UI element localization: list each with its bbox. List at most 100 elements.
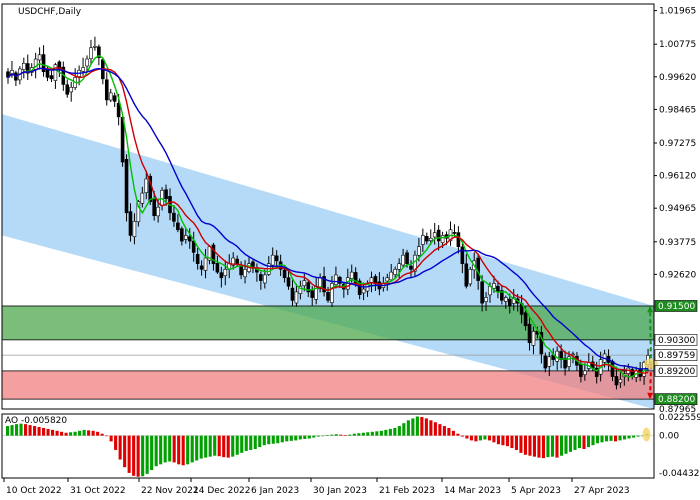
ao-bar bbox=[469, 435, 473, 441]
candle-body bbox=[144, 178, 149, 193]
ao-bar bbox=[420, 416, 424, 436]
ao-bar bbox=[636, 435, 640, 437]
ao-bar bbox=[28, 425, 32, 436]
ao-bar bbox=[591, 435, 595, 446]
level-label-3: 0.89200 bbox=[658, 367, 695, 377]
y-tick-label: 1.00775 bbox=[659, 40, 696, 50]
forecast-arrow-line-0 bbox=[649, 305, 653, 366]
ao-bar bbox=[181, 435, 185, 466]
ao-bar bbox=[186, 435, 190, 465]
ao-bar bbox=[96, 431, 100, 436]
candle-body bbox=[239, 265, 243, 276]
ao-bar bbox=[618, 435, 622, 441]
candle-body bbox=[25, 63, 30, 74]
candle-body bbox=[571, 353, 575, 356]
candle-body bbox=[511, 297, 516, 304]
ao-bar bbox=[73, 431, 77, 436]
chart-title: USDCHF,Daily bbox=[18, 7, 82, 17]
candle-body bbox=[330, 283, 334, 303]
candle-body bbox=[424, 236, 429, 242]
ao-bar bbox=[199, 435, 203, 459]
candle-body bbox=[310, 290, 315, 298]
ao-bar bbox=[559, 435, 564, 456]
ao-bar bbox=[541, 435, 546, 459]
candle-body bbox=[531, 331, 536, 346]
ao-bar bbox=[379, 430, 383, 436]
ao-bar bbox=[132, 435, 136, 476]
ao-bar bbox=[87, 430, 91, 436]
candle-body bbox=[128, 211, 133, 236]
candle-body bbox=[594, 367, 599, 377]
candle-body bbox=[251, 261, 255, 267]
forecast-arrow-head-0 bbox=[647, 305, 654, 313]
ao-bar bbox=[37, 427, 41, 436]
candle-body bbox=[263, 274, 267, 284]
candle-body bbox=[112, 95, 117, 102]
candle-body bbox=[108, 92, 113, 101]
ao-bar bbox=[60, 431, 64, 436]
candle-body bbox=[231, 257, 236, 266]
axes: 1.01965 1.00775 0.99620 0.98465 0.97275 0.961… bbox=[1, 3, 700, 496]
ao-bar bbox=[172, 435, 176, 463]
level-label-0: 0.91500 bbox=[658, 302, 695, 312]
ao-bar bbox=[478, 435, 482, 441]
candle-body bbox=[302, 280, 307, 286]
ao-bar bbox=[402, 423, 406, 436]
candle-body bbox=[428, 237, 433, 241]
ao-bar bbox=[217, 435, 221, 457]
y-tick-label: 1.01965 bbox=[659, 7, 696, 17]
candle-body bbox=[85, 58, 89, 67]
ao-bar bbox=[24, 424, 28, 436]
y-tick-label: 0.99620 bbox=[659, 73, 696, 83]
x-tick-label: 5 Apr 2023 bbox=[511, 486, 561, 496]
ao-bar bbox=[6, 426, 10, 436]
x-tick-label: 21 Feb 2023 bbox=[379, 486, 435, 496]
ao-bar bbox=[352, 433, 356, 436]
candle-body bbox=[361, 288, 366, 294]
ao-bar bbox=[267, 435, 271, 445]
candle-body bbox=[116, 102, 121, 118]
y-tick-label: 0.96120 bbox=[659, 172, 696, 182]
ao-bar bbox=[370, 431, 374, 436]
ao-bar bbox=[366, 432, 370, 436]
candle-body bbox=[235, 258, 239, 264]
candle-body bbox=[259, 274, 263, 281]
candle-body bbox=[223, 268, 228, 276]
ao-bar bbox=[82, 429, 86, 436]
ao-bar bbox=[51, 429, 55, 436]
ao-frame bbox=[1, 413, 655, 479]
candle-body bbox=[294, 291, 299, 304]
ao-bar bbox=[303, 435, 307, 439]
x-tick-label: 31 Oct 2022 bbox=[70, 486, 126, 496]
ao-bar bbox=[235, 435, 239, 455]
ao-bar bbox=[190, 435, 194, 463]
ao-bar bbox=[312, 435, 316, 438]
candle-body bbox=[306, 282, 311, 293]
candle-body bbox=[282, 269, 287, 279]
ao-bar bbox=[109, 435, 113, 442]
candle-body bbox=[322, 276, 326, 293]
y-tick-label: 0.92620 bbox=[659, 270, 696, 280]
candle-body bbox=[456, 232, 461, 248]
ao-bar bbox=[564, 435, 568, 454]
ao-bar bbox=[159, 435, 163, 465]
ao-bar bbox=[388, 428, 392, 436]
candle-body bbox=[132, 221, 137, 237]
ao-bar bbox=[231, 435, 235, 457]
candle-body bbox=[215, 263, 220, 273]
ao-bar bbox=[339, 434, 343, 436]
candle-body bbox=[338, 276, 342, 284]
ao-pane bbox=[2, 416, 654, 477]
ao-bar bbox=[55, 430, 59, 436]
candle-body bbox=[468, 268, 473, 285]
candle-body bbox=[37, 54, 42, 61]
ao-bar bbox=[487, 435, 491, 441]
candle-body bbox=[41, 54, 46, 73]
candle-body bbox=[523, 312, 528, 327]
ao-bar bbox=[568, 435, 573, 452]
candle-body bbox=[547, 356, 552, 367]
candle-body bbox=[401, 254, 405, 266]
ao-bar bbox=[429, 420, 433, 436]
ao-bar bbox=[492, 435, 496, 443]
